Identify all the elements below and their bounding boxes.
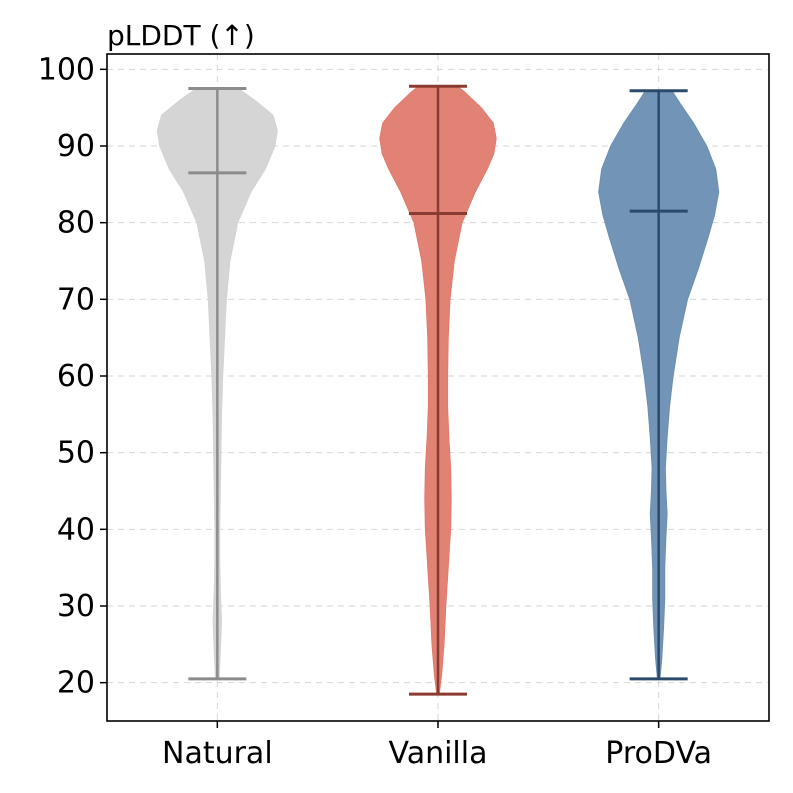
x-tick-label: ProDVa bbox=[605, 736, 712, 771]
violins bbox=[156, 84, 720, 696]
y-tick-label: 60 bbox=[57, 359, 95, 394]
y-tick-label: 50 bbox=[57, 436, 95, 471]
x-axis: Natural Vanilla ProDVa bbox=[162, 721, 712, 771]
x-tick-label: Vanilla bbox=[389, 736, 488, 771]
violin-natural bbox=[156, 87, 278, 681]
y-tick-label: 80 bbox=[57, 206, 95, 241]
violin-prodva bbox=[598, 89, 720, 681]
y-tick-label: 90 bbox=[57, 129, 95, 164]
y-tick-label: 100 bbox=[38, 52, 95, 87]
y-tick-label: 30 bbox=[57, 589, 95, 624]
violin-vanilla bbox=[379, 84, 497, 696]
y-axis: 20 30 40 50 60 70 80 90 100 bbox=[38, 52, 107, 701]
y-tick-label: 20 bbox=[57, 666, 95, 701]
y-tick-label: 70 bbox=[57, 282, 95, 317]
y-tick-label: 40 bbox=[57, 512, 95, 547]
chart-title: pLDDT (↑) bbox=[107, 19, 255, 52]
x-tick-label: Natural bbox=[162, 736, 273, 771]
